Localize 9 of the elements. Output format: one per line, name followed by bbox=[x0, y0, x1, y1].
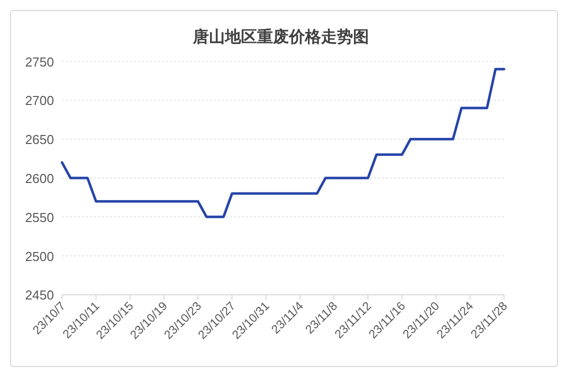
y-tick-label: 2600 bbox=[25, 171, 54, 186]
y-tick-label: 2700 bbox=[25, 93, 54, 108]
y-tick-label: 2450 bbox=[25, 288, 54, 303]
chart-title: 唐山地区重废价格走势图 bbox=[192, 28, 369, 46]
y-tick-label: 2750 bbox=[25, 54, 54, 70]
line-series bbox=[60, 68, 506, 218]
y-tick-label: 2550 bbox=[25, 210, 54, 225]
y-tick-label: 2650 bbox=[25, 132, 54, 148]
y-tick-label: 2500 bbox=[25, 248, 54, 264]
